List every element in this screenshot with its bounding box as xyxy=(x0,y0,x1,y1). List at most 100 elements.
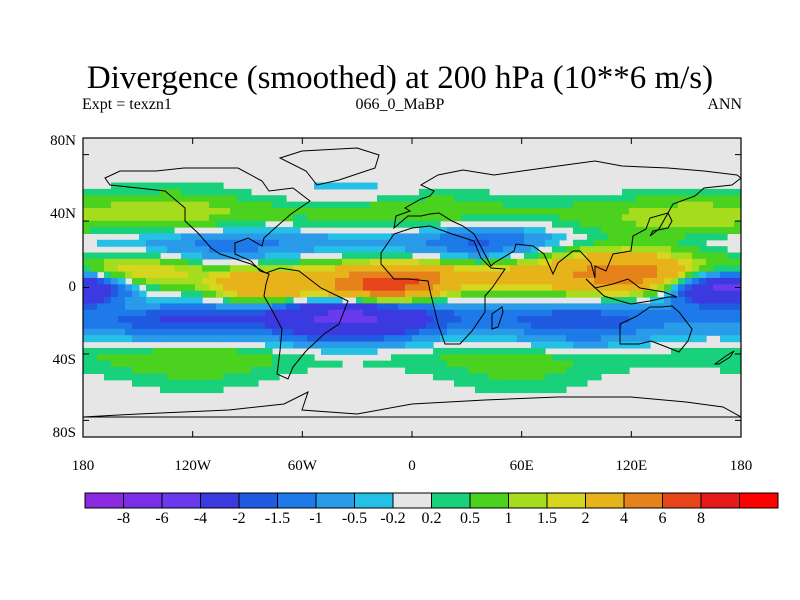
divergence-cell xyxy=(482,265,490,273)
divergence-cell xyxy=(293,309,301,317)
divergence-cell xyxy=(636,328,644,336)
divergence-cell xyxy=(440,328,448,336)
divergence-cell xyxy=(342,252,350,260)
divergence-cell xyxy=(713,284,721,292)
divergence-cell xyxy=(307,220,315,228)
divergence-cell xyxy=(167,233,175,241)
divergence-cell xyxy=(321,341,329,349)
divergence-cell xyxy=(419,309,427,317)
divergence-cell xyxy=(573,227,581,235)
divergence-cell xyxy=(265,214,273,222)
divergence-cell xyxy=(727,322,735,330)
divergence-cell xyxy=(174,386,182,394)
divergence-cell xyxy=(510,309,518,317)
divergence-cell xyxy=(559,303,567,311)
divergence-cell xyxy=(139,322,147,330)
divergence-cell xyxy=(223,322,231,330)
divergence-cell xyxy=(433,233,441,241)
divergence-cell xyxy=(566,284,574,292)
divergence-cell xyxy=(223,379,231,387)
divergence-cell xyxy=(293,233,301,241)
divergence-cell xyxy=(622,360,630,368)
divergence-cell xyxy=(552,258,560,266)
divergence-cell xyxy=(671,201,679,209)
divergence-cell xyxy=(363,239,371,247)
divergence-cell xyxy=(461,367,469,374)
divergence-cell xyxy=(538,227,546,235)
divergence-cell xyxy=(398,207,406,215)
divergence-cell xyxy=(223,290,231,298)
divergence-cell xyxy=(538,316,546,324)
divergence-cell xyxy=(615,252,623,260)
divergence-cell xyxy=(482,246,490,254)
divergence-cell xyxy=(489,227,497,235)
divergence-cell xyxy=(538,341,546,349)
divergence-cell xyxy=(132,379,140,387)
divergence-cell xyxy=(160,207,168,215)
divergence-cell xyxy=(265,201,273,209)
divergence-cell xyxy=(398,239,406,247)
divergence-cell xyxy=(713,214,721,222)
divergence-cell xyxy=(440,335,448,343)
divergence-cell xyxy=(153,207,161,215)
divergence-cell xyxy=(370,347,378,355)
colorbar-swatch xyxy=(739,492,779,509)
divergence-cell xyxy=(300,246,308,254)
divergence-cell xyxy=(195,316,203,324)
divergence-cell xyxy=(552,214,560,222)
divergence-cell xyxy=(265,297,273,304)
divergence-cell xyxy=(300,360,308,368)
divergence-cell xyxy=(279,252,287,260)
divergence-cell xyxy=(489,201,497,209)
divergence-cell xyxy=(405,284,413,292)
divergence-cell xyxy=(727,195,735,203)
divergence-cell xyxy=(482,347,490,355)
divergence-cell xyxy=(517,207,525,215)
divergence-cell xyxy=(398,214,406,222)
divergence-cell xyxy=(174,284,182,292)
divergence-cell xyxy=(244,316,252,324)
divergence-cell xyxy=(349,265,357,273)
divergence-cell xyxy=(286,258,294,266)
divergence-cell xyxy=(601,354,609,362)
divergence-cell xyxy=(489,316,497,324)
divergence-cell xyxy=(300,341,308,349)
divergence-cell xyxy=(349,246,357,254)
divergence-cell xyxy=(440,201,448,209)
divergence-cell xyxy=(83,290,91,298)
divergence-cell xyxy=(531,258,539,266)
divergence-cell xyxy=(608,322,616,330)
divergence-cell xyxy=(83,195,91,203)
coastline xyxy=(380,225,506,345)
divergence-cell xyxy=(272,341,280,349)
divergence-cell xyxy=(650,239,658,247)
divergence-cell xyxy=(552,239,560,247)
divergence-cell xyxy=(594,316,602,324)
divergence-cell xyxy=(398,316,406,324)
divergence-cell xyxy=(629,309,637,317)
divergence-cell xyxy=(391,354,399,362)
divergence-cell xyxy=(244,360,252,368)
divergence-cell xyxy=(706,354,714,362)
divergence-cell xyxy=(167,367,175,374)
divergence-cell xyxy=(664,195,672,203)
divergence-cell xyxy=(223,277,231,285)
divergence-cell xyxy=(447,277,455,285)
coastline xyxy=(278,147,380,186)
divergence-cell xyxy=(314,271,322,279)
divergence-cell xyxy=(489,284,497,292)
divergence-cell xyxy=(475,328,483,336)
divergence-cell xyxy=(643,207,651,215)
divergence-cell xyxy=(496,335,504,343)
divergence-cell xyxy=(454,316,462,324)
divergence-cell xyxy=(412,290,420,298)
divergence-cell xyxy=(706,303,714,311)
divergence-cell xyxy=(720,246,728,254)
divergence-cell xyxy=(692,220,700,228)
divergence-cell xyxy=(468,290,476,298)
divergence-cell xyxy=(510,233,518,241)
divergence-cell xyxy=(349,290,357,298)
divergence-cell xyxy=(251,207,259,215)
divergence-cell xyxy=(258,347,266,355)
divergence-cell xyxy=(321,309,329,317)
